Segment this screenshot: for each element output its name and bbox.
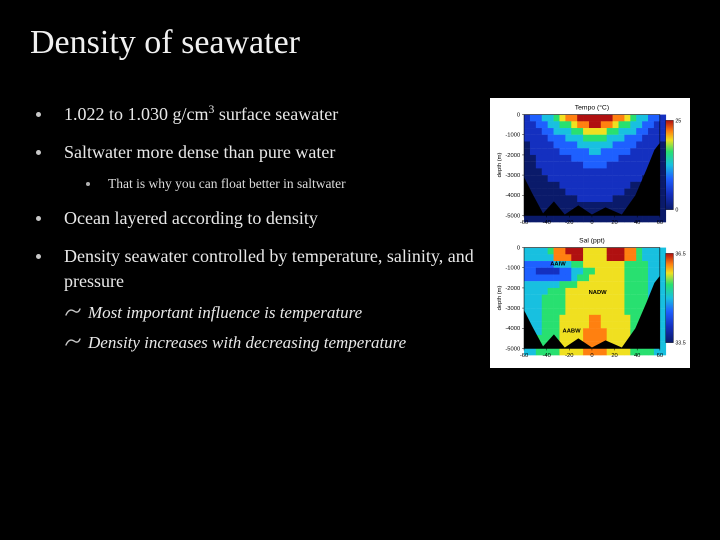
svg-text:0: 0 [675,208,678,214]
svg-text:-1000: -1000 [505,133,520,139]
svg-text:depth (m): depth (m) [497,153,503,178]
svg-text:33.5: 33.5 [675,341,685,347]
svg-text:-20: -20 [565,353,573,359]
svg-text:0: 0 [517,113,520,119]
bullet-1-text: 1.022 to 1.030 g/cm [64,104,209,124]
bullet-4-infl-2: Density increases with decreasing temper… [64,331,478,355]
svg-text:-20: -20 [565,220,573,226]
bullet-2-sub-1: That is why you can float better in salt… [82,175,478,193]
svg-text:-60: -60 [520,220,528,226]
svg-text:25: 25 [675,118,681,124]
svg-text:-40: -40 [542,353,550,359]
svg-text:depth (m): depth (m) [497,285,503,310]
svg-text:Tempo (°C): Tempo (°C) [575,104,609,112]
content-area: 1.022 to 1.030 g/cm3 surface seawater Sa… [30,98,690,369]
svg-text:-3000: -3000 [505,173,520,179]
text-column: 1.022 to 1.030 g/cm3 surface seawater Sa… [30,98,478,369]
bullet-3-text: Ocean layered according to density [64,208,318,228]
bullet-1-tail: surface seawater [214,104,338,124]
salinity-chart: Sal (ppt) -60 -40 -20 0 20 40 60 -5000 -4000 -3000… [493,234,687,365]
page-title: Density of seawater [30,24,690,62]
svg-text:36.5: 36.5 [675,251,685,257]
main-list: 1.022 to 1.030 g/cm3 surface seawater Sa… [30,102,478,355]
bullet-4: Density seawater controlled by temperatu… [30,244,478,354]
svg-text:60: 60 [657,353,663,359]
bullet-2-text: Saltwater more dense than pure water [64,142,335,162]
bullet-4-text: Density seawater controlled by temperatu… [64,246,474,290]
svg-text:20: 20 [611,353,617,359]
svg-text:40: 40 [634,220,640,226]
svg-text:-1000: -1000 [505,266,520,272]
bullet-4-infl-1: Most important influence is temperature [64,301,478,325]
svg-text:-5000: -5000 [505,346,520,352]
svg-text:-4000: -4000 [505,193,520,199]
bullet-4-infl-2-text: Density increases with decreasing temper… [88,333,406,352]
svg-text:AAIW: AAIW [550,262,566,268]
slide: Density of seawater 1.022 to 1.030 g/cm3… [0,0,720,540]
svg-text:-60: -60 [520,353,528,359]
bullet-4-infl-1-text: Most important influence is temperature [88,303,362,322]
svg-text:-2000: -2000 [505,153,520,159]
temperature-chart: Tempo (°C) -60 -40 -20 0 20 40 60 -5000 -4000 -300… [493,101,687,232]
swirl-icon [64,335,82,349]
bullet-2-sublist: That is why you can float better in salt… [64,175,478,193]
svg-text:-4000: -4000 [505,326,520,332]
svg-text:60: 60 [657,220,663,226]
svg-text:0: 0 [590,220,593,226]
svg-text:NADW: NADW [589,290,608,296]
swirl-icon [64,305,82,319]
svg-text:40: 40 [634,353,640,359]
svg-text:AABW: AABW [563,328,582,334]
svg-text:Sal (ppt): Sal (ppt) [579,238,605,245]
svg-text:0: 0 [517,245,520,251]
svg-text:20: 20 [611,220,617,226]
bullet-2-sub-1-text: That is why you can float better in salt… [108,176,346,191]
svg-text:-2000: -2000 [505,286,520,292]
bullet-4-influences: Most important influence is temperature … [64,301,478,355]
bullet-1: 1.022 to 1.030 g/cm3 surface seawater [30,102,478,126]
figure-column: Tempo (°C)-60-40-200204060-5000-4000-300… [490,98,690,368]
bullet-2: Saltwater more dense than pure water Tha… [30,140,478,192]
bullet-3: Ocean layered according to density [30,206,478,230]
svg-text:-40: -40 [542,220,550,226]
svg-text:0: 0 [590,353,593,359]
svg-text:-5000: -5000 [505,213,520,219]
svg-text:-3000: -3000 [505,306,520,312]
